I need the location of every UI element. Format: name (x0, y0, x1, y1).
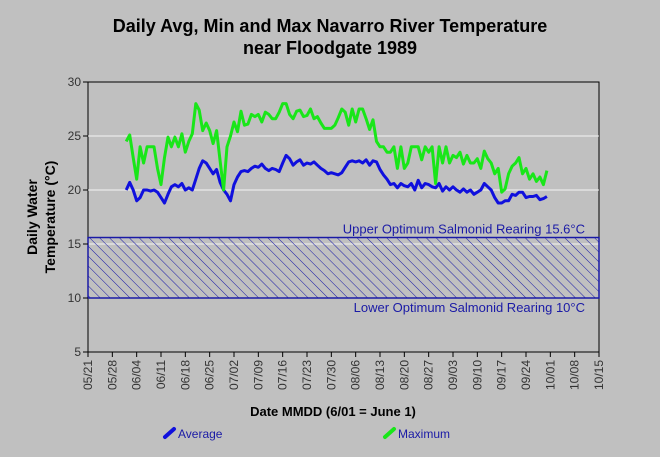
legend-swatch-average (163, 427, 176, 439)
y-tick-label: 15 (68, 237, 82, 251)
y-tick-label: 10 (68, 291, 82, 305)
y-axis-ticks: 5 10 15 20 25 30 (68, 75, 88, 359)
x-tick-label: 06/11 (154, 360, 168, 389)
plot-area (87, 81, 600, 353)
optimum-band-rect (87, 236, 600, 299)
y-axis-label-line-2: Temperature (°C) (42, 161, 58, 274)
series-layer (124, 102, 549, 205)
x-tick-label: 06/18 (178, 360, 192, 390)
y-tick-label: 5 (74, 345, 81, 359)
x-tick-label: 07/16 (276, 360, 290, 390)
x-tick-label: 09/17 (495, 360, 509, 390)
y-tick-label: 25 (68, 129, 82, 143)
optimum-rearing-band: Upper Optimum Salmonid Rearing 15.6°C Low… (87, 222, 600, 315)
legend-swatch-maximum (383, 427, 396, 439)
x-tick-label: 10/08 (568, 360, 582, 390)
x-tick-label: 06/04 (130, 360, 144, 390)
x-tick-label: 08/20 (397, 360, 411, 390)
y-tick-label: 20 (68, 183, 82, 197)
y-axis-label-line-1: Daily Water (24, 179, 40, 255)
x-tick-label: 09/03 (446, 360, 460, 390)
x-tick-label: 07/02 (227, 360, 241, 390)
x-tick-label: 09/10 (470, 360, 484, 390)
upper-optimum-label: Upper Optimum Salmonid Rearing 15.6°C (343, 222, 585, 237)
x-tick-label: 06/25 (203, 360, 217, 390)
x-axis-ticks: 05/21 05/28 06/04 06/11 06/18 06/25 07/02 07/09… (81, 352, 606, 390)
x-tick-label: 10/01 (543, 360, 557, 390)
lower-optimum-label: Lower Optimum Salmonid Rearing 10°C (354, 300, 585, 315)
chart-title-line-2: near Floodgate 1989 (243, 38, 417, 58)
series-line-average (124, 153, 548, 205)
legend: Average Maximum (163, 427, 450, 441)
x-tick-label: 07/09 (251, 360, 265, 390)
series-line-maximum (124, 102, 549, 194)
legend-label-average: Average (178, 427, 223, 441)
x-tick-label: 08/06 (349, 360, 363, 390)
x-axis-label: Date MMDD (6/01 = June 1) (250, 404, 416, 419)
x-tick-label: 09/24 (519, 360, 533, 390)
x-tick-label: 07/30 (324, 360, 338, 390)
y-tick-label: 30 (68, 75, 82, 89)
x-tick-label: 10/15 (592, 360, 606, 390)
x-tick-label: 08/27 (422, 360, 436, 390)
legend-label-maximum: Maximum (398, 427, 450, 441)
x-tick-label: 07/23 (300, 360, 314, 390)
x-tick-label: 05/21 (81, 360, 95, 390)
chart-title-line-1: Daily Avg, Min and Max Navarro River Tem… (113, 16, 547, 36)
x-tick-label: 08/13 (373, 360, 387, 390)
x-tick-label: 05/28 (105, 360, 119, 390)
